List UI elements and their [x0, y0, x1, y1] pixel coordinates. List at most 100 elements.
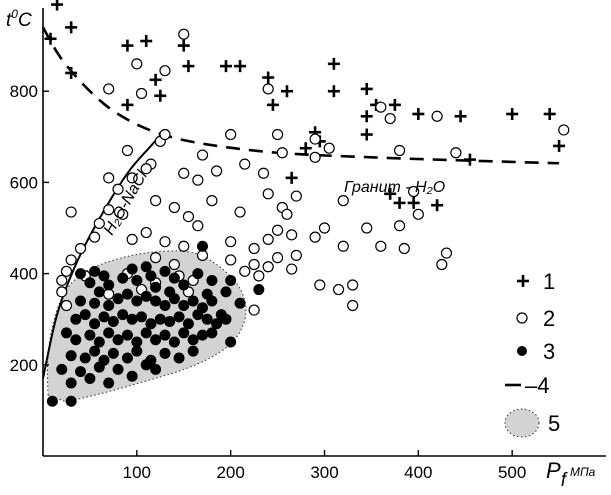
point-series-2-3 — [103, 83, 115, 95]
point-series-2-12 — [271, 128, 284, 141]
point-series-3-86 — [65, 377, 77, 389]
point-series-3-58 — [93, 336, 105, 348]
legend-label-3: 3 — [543, 339, 555, 364]
point-series-3-24 — [89, 297, 101, 309]
point-series-2-22 — [558, 124, 570, 136]
point-series-1-1 — [51, 0, 64, 11]
point-series-1-4 — [65, 66, 78, 79]
point-series-1-18 — [285, 171, 298, 184]
point-series-3-4 — [103, 279, 115, 291]
curve-label-granite-h2o: Гранит - H₂O — [344, 179, 445, 196]
point-series-3-52 — [201, 313, 213, 325]
point-series-2-11 — [262, 83, 274, 95]
point-series-2-67 — [332, 283, 345, 296]
point-series-2-33 — [117, 208, 129, 220]
point-series-3-39 — [79, 309, 91, 321]
x-tick-label-4: 500 — [498, 463, 526, 482]
point-series-3-89 — [126, 370, 138, 382]
point-series-3-29 — [140, 290, 152, 302]
point-series-3-15 — [178, 279, 190, 291]
point-series-1-22 — [327, 85, 340, 98]
point-series-2-64 — [290, 249, 302, 261]
point-series-2-51 — [361, 222, 373, 234]
point-series-3-50 — [182, 318, 194, 330]
point-series-2-60 — [262, 233, 274, 245]
point-series-3-66 — [168, 336, 180, 348]
point-series-2-82 — [253, 270, 265, 282]
point-series-3-55 — [60, 327, 72, 339]
y-tick-label-3: 800 — [10, 82, 38, 101]
point-series-1-33 — [454, 110, 467, 123]
point-series-2-52 — [375, 240, 387, 252]
legend-symbol-5 — [504, 408, 540, 438]
point-series-3-8 — [131, 274, 143, 286]
point-series-3-23 — [75, 295, 87, 307]
point-series-3-27 — [121, 288, 133, 300]
point-series-2-1 — [131, 58, 143, 70]
point-series-3-10 — [145, 270, 157, 282]
point-series-2-80 — [239, 265, 251, 277]
point-series-2-50 — [337, 195, 349, 207]
point-series-2-44 — [281, 208, 293, 220]
point-series-3-90 — [140, 359, 152, 371]
point-series-3-83 — [75, 366, 87, 378]
point-series-1-32 — [431, 199, 444, 212]
point-series-2-66 — [314, 279, 326, 291]
point-series-3-17 — [197, 240, 209, 252]
point-series-3-76 — [121, 352, 133, 364]
point-series-3-70 — [206, 327, 218, 339]
point-series-2-38 — [182, 211, 195, 223]
point-series-1-13 — [234, 60, 247, 73]
point-series-2-18 — [384, 112, 396, 125]
point-series-3-71 — [65, 350, 77, 362]
point-series-2-70 — [89, 231, 101, 243]
point-series-2-93 — [56, 286, 68, 298]
point-series-1-28 — [412, 108, 425, 120]
point-series-2-45 — [290, 190, 302, 202]
point-series-2-2 — [159, 65, 171, 77]
point-series-2-54 — [398, 242, 410, 255]
point-series-3-84 — [93, 361, 105, 373]
point-series-2-77 — [196, 249, 209, 261]
point-series-3-34 — [187, 295, 199, 307]
point-series-3-32 — [168, 293, 180, 305]
point-series-3-44 — [126, 313, 138, 325]
point-series-3-67 — [178, 327, 190, 339]
point-series-3-2 — [98, 270, 110, 282]
point-series-3-60 — [112, 334, 124, 346]
point-series-2-41 — [234, 206, 246, 218]
point-series-2-24 — [112, 183, 124, 195]
point-series-2-53 — [393, 220, 406, 232]
point-series-1-12 — [219, 60, 232, 73]
point-series-2-59 — [337, 240, 349, 252]
point-series-2-69 — [347, 299, 359, 312]
point-series-1-21 — [327, 57, 340, 70]
point-series-2-16 — [309, 151, 321, 163]
point-series-2-36 — [150, 195, 162, 207]
point-series-3-68 — [187, 334, 199, 346]
point-series-2-76 — [168, 258, 180, 271]
point-series-3-0 — [75, 268, 87, 280]
point-series-3-6 — [117, 272, 129, 284]
point-series-3-45 — [136, 311, 148, 323]
point-series-2-7 — [159, 128, 171, 141]
point-series-2-58 — [440, 247, 453, 259]
point-series-3-3 — [84, 277, 96, 289]
point-series-2-94 — [60, 299, 73, 312]
y-axis-title-sup: 0 — [11, 7, 18, 21]
point-series-2-14 — [309, 133, 321, 145]
point-series-3-41 — [98, 311, 110, 323]
point-series-1-10 — [177, 39, 190, 52]
point-series-2-13 — [276, 147, 288, 159]
point-series-2-96 — [74, 242, 87, 255]
point-series-1-26 — [360, 128, 373, 141]
point-series-2-55 — [408, 185, 420, 198]
point-series-1-17 — [299, 142, 312, 155]
point-series-1-7 — [121, 98, 134, 111]
point-series-3-46 — [145, 318, 157, 330]
point-series-3-18 — [206, 274, 218, 286]
x-tick-label-2: 300 — [310, 463, 338, 482]
point-series-3-64 — [150, 334, 162, 346]
point-series-2-28 — [192, 174, 204, 186]
